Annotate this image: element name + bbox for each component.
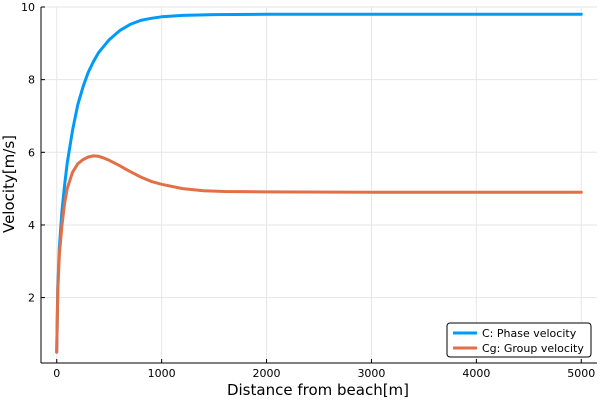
x-tick-label-4: 4000 bbox=[462, 367, 490, 380]
axes: 0 1000 2000 3000 4000 5000 2 4 6 8 10 bbox=[21, 1, 597, 380]
legend: C: Phase velocity Cg: Group velocity bbox=[446, 322, 592, 358]
legend-box bbox=[446, 322, 592, 358]
y-tick-label-0: 2 bbox=[28, 292, 35, 305]
y-tick-label-3: 8 bbox=[28, 74, 35, 87]
x-axis-title: Distance from beach[m] bbox=[227, 381, 409, 399]
legend-label-0: C: Phase velocity bbox=[482, 327, 577, 340]
y-axis-title: Velocity[m/s] bbox=[0, 135, 18, 233]
x-tick-label-2: 2000 bbox=[253, 367, 281, 380]
y-tick-label-4: 10 bbox=[21, 1, 35, 14]
series-line-0 bbox=[55, 12, 583, 354]
grid bbox=[41, 6, 597, 363]
x-tick-label-0: 0 bbox=[53, 367, 60, 380]
y-tick-label-2: 6 bbox=[28, 146, 35, 159]
y-tick-label-1: 4 bbox=[28, 219, 35, 232]
x-tick-label-1: 1000 bbox=[148, 367, 176, 380]
series-layer bbox=[55, 12, 583, 354]
x-tick-label-3: 3000 bbox=[357, 367, 385, 380]
x-tick-label-5: 5000 bbox=[567, 367, 595, 380]
series-line-1 bbox=[55, 154, 583, 354]
legend-label-1: Cg: Group velocity bbox=[482, 342, 584, 355]
